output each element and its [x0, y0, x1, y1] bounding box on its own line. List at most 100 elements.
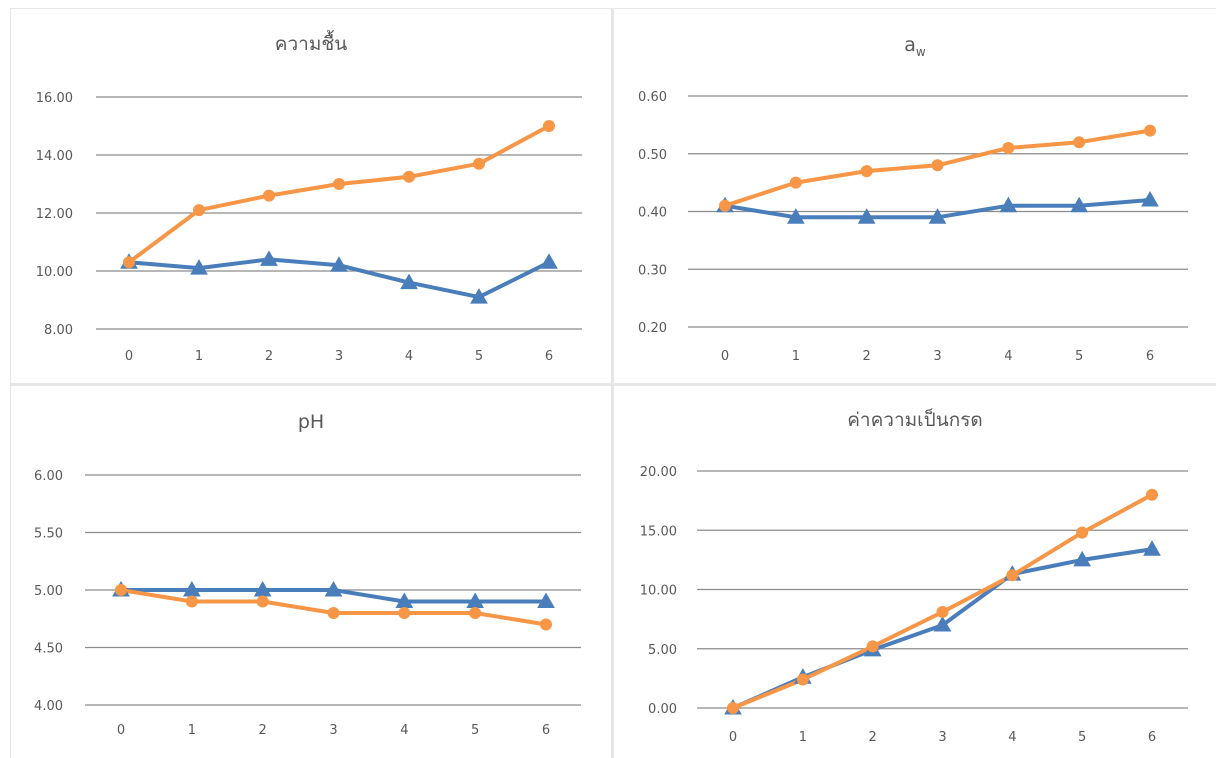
x-tick-label: 3 — [329, 723, 337, 738]
data-point-circle — [719, 199, 731, 212]
horizontal-divider — [10, 383, 1216, 386]
data-point-circle — [473, 157, 485, 170]
y-tick-label: 0.00 — [648, 702, 677, 717]
y-tick-label: 4.50 — [34, 642, 63, 657]
data-point-triangle — [1143, 540, 1161, 556]
y-tick-label: 8.00 — [44, 323, 73, 338]
data-point-triangle — [999, 196, 1018, 213]
x-tick-label: 6 — [542, 723, 550, 738]
chart-svg: ความชื้น 8.00 10.00 12.00 14.00 16.00 0 1 2 3 4 5 6 — [36, 30, 582, 364]
data-point-circle — [727, 702, 739, 714]
data-point-triangle — [786, 208, 805, 224]
data-point-triangle — [540, 253, 558, 269]
data-point-triangle — [928, 208, 947, 224]
y-tick-label: 16.00 — [36, 91, 73, 106]
data-point-circle — [540, 618, 552, 631]
x-tick-label: 3 — [335, 349, 343, 364]
y-tick-label: 12.00 — [36, 207, 73, 222]
chart-svg: aw 0.20 0.30 0.40 0.50 0.60 0 1 2 3 4 5 6 — [638, 34, 1188, 364]
y-tick-label: 10.00 — [36, 265, 73, 280]
x-tick-label: 0 — [721, 349, 729, 364]
data-point-circle — [866, 640, 879, 653]
data-point-circle — [403, 170, 415, 183]
y-tick-label: 5.00 — [648, 643, 677, 658]
chart-title: aw — [904, 34, 926, 59]
x-tick-label: 5 — [471, 723, 479, 738]
x-tick-label: 1 — [188, 723, 196, 738]
data-point-circle — [327, 607, 340, 619]
chart-title: ค่าความเป็นกรด — [847, 407, 983, 431]
outer-border-left — [10, 8, 11, 758]
data-point-circle — [256, 595, 269, 608]
chart-title-subscript: w — [916, 45, 926, 59]
data-point-triangle — [400, 273, 418, 290]
x-tick-label: 4 — [400, 723, 408, 738]
x-tick-label: 2 — [259, 723, 267, 738]
data-point-triangle — [537, 592, 555, 608]
y-tick-label: 6.00 — [34, 469, 63, 484]
y-tick-label: 5.00 — [34, 584, 63, 599]
data-point-circle — [263, 189, 275, 202]
data-point-circle — [115, 584, 127, 596]
series-line-circle — [127, 124, 551, 265]
y-tick-label: 20.00 — [640, 465, 677, 480]
data-point-circle — [1076, 526, 1089, 539]
x-tick-label: 2 — [265, 349, 273, 364]
x-tick-label: 6 — [545, 349, 553, 364]
data-point-triangle — [470, 288, 488, 304]
y-tick-label: 5.50 — [34, 527, 63, 542]
y-tick-label: 10.00 — [640, 584, 677, 599]
data-point-circle — [123, 256, 135, 269]
data-point-circle — [1073, 136, 1086, 149]
y-tick-label: 0.60 — [638, 90, 667, 105]
data-point-circle — [1006, 569, 1019, 582]
x-tick-label: 1 — [792, 349, 800, 364]
chart-svg: ค่าความเป็นกรด 0.00 5.00 10.00 15.00 20.00 0 1 2… — [640, 407, 1188, 745]
chart-panel-acidity: ค่าความเป็นกรด 0.00 5.00 10.00 15.00 20.00 0 1 2… — [614, 386, 1216, 758]
data-point-triangle — [330, 256, 348, 272]
series-line-circle — [731, 492, 1154, 710]
data-point-circle — [398, 607, 411, 619]
y-tick-label: 0.20 — [638, 321, 667, 336]
data-point-triangle — [933, 616, 952, 632]
chart-title: pH — [298, 411, 324, 433]
data-point-triangle — [260, 250, 278, 266]
data-point-circle — [796, 673, 809, 686]
y-tick-label: 15.00 — [640, 524, 677, 539]
data-point-triangle — [1141, 190, 1159, 207]
x-tick-label: 1 — [195, 349, 203, 364]
y-tick-label: 4.00 — [34, 699, 63, 714]
x-tick-label: 6 — [1146, 349, 1154, 364]
x-tick-label: 0 — [729, 730, 737, 745]
chart-panel-water-activity: aw 0.20 0.30 0.40 0.50 0.60 0 1 2 3 4 5 6 — [614, 9, 1216, 383]
y-tick-label: 14.00 — [36, 149, 73, 164]
x-tick-label: 1 — [799, 730, 807, 745]
y-tick-label: 0.50 — [638, 148, 667, 163]
data-point-circle — [936, 606, 949, 619]
chart-svg: pH 4.00 4.50 5.00 5.50 6.00 0 1 2 3 4 5 6 — [34, 411, 581, 738]
chart-panel-moisture: ความชื้น 8.00 10.00 12.00 14.00 16.00 0 1 2 3 4 5 6 — [11, 9, 611, 383]
x-tick-label: 0 — [125, 349, 133, 364]
x-tick-label: 4 — [1004, 349, 1012, 364]
data-point-triangle — [190, 259, 208, 275]
x-tick-label: 5 — [1075, 349, 1083, 364]
data-point-circle — [543, 120, 555, 132]
x-tick-label: 4 — [405, 349, 413, 364]
data-point-circle — [860, 165, 873, 178]
x-tick-label: 4 — [1008, 730, 1016, 745]
outer-border-top — [10, 8, 1216, 9]
data-point-circle — [185, 595, 198, 608]
data-point-triangle — [857, 208, 876, 224]
data-point-circle — [1146, 488, 1158, 501]
y-tick-label: 0.40 — [638, 206, 667, 221]
data-point-triangle — [1070, 196, 1089, 213]
chart-panel-ph: pH 4.00 4.50 5.00 5.50 6.00 0 1 2 3 4 5 6 — [11, 386, 611, 758]
x-tick-label: 5 — [475, 349, 483, 364]
x-tick-label: 2 — [869, 730, 877, 745]
x-tick-label: 5 — [1078, 730, 1086, 745]
x-tick-label: 0 — [117, 723, 125, 738]
data-point-circle — [333, 178, 345, 190]
x-tick-label: 3 — [933, 349, 941, 364]
y-tick-label: 0.30 — [638, 263, 667, 278]
chart-title: ความชื้น — [275, 30, 347, 55]
